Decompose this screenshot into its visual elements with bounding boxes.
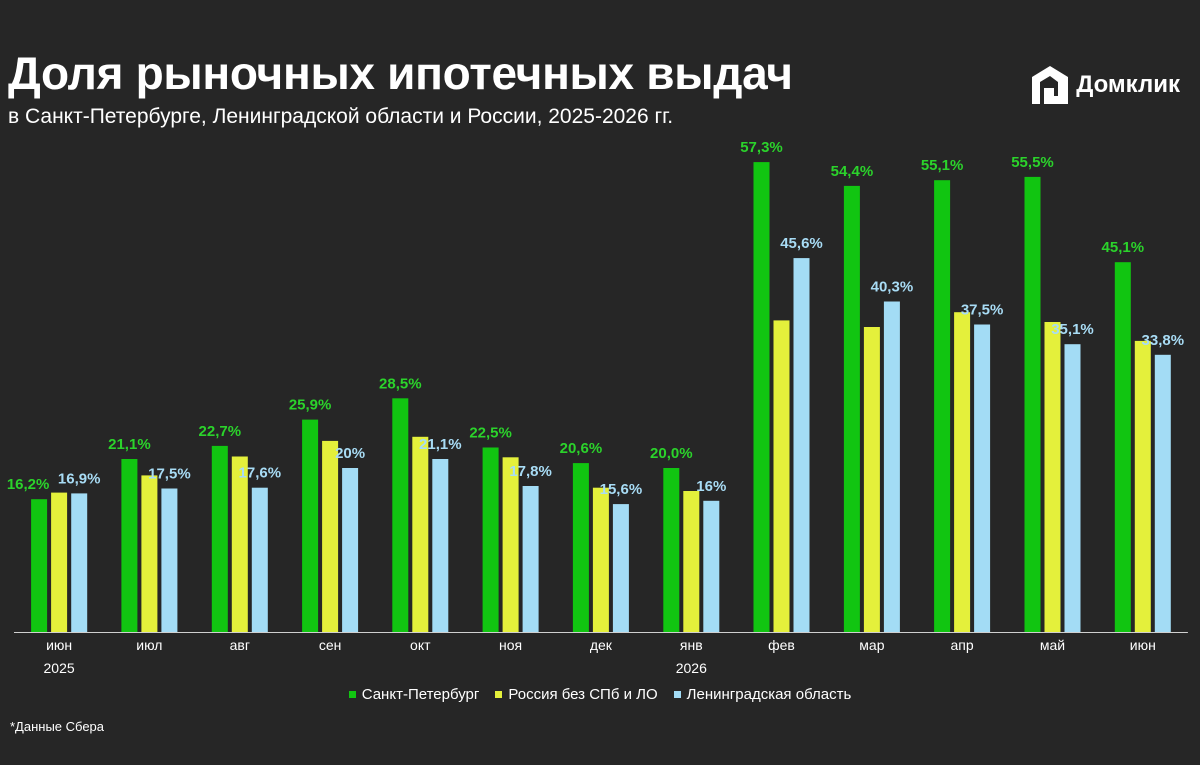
bar-lo-9 bbox=[883, 301, 900, 632]
bar-russia-1 bbox=[141, 475, 158, 632]
bar-spb-6 bbox=[572, 463, 589, 632]
x-tick-label-9: мар bbox=[859, 637, 884, 653]
bar-russia-7 bbox=[683, 491, 700, 632]
bar-lo-1 bbox=[161, 488, 178, 632]
bar-spb-3 bbox=[302, 419, 319, 632]
bar-russia-9 bbox=[863, 327, 880, 632]
data-label-spb-8: 57,3% bbox=[740, 139, 783, 156]
x-tick-label-6: дек bbox=[590, 637, 613, 653]
x-tick-label-7: янв bbox=[680, 637, 703, 653]
bar-russia-4 bbox=[412, 436, 429, 632]
data-label-lo-2: 17,6% bbox=[239, 465, 282, 482]
data-label-spb-12: 45,1% bbox=[1102, 239, 1145, 256]
x-tick-label-8: фев bbox=[768, 637, 795, 653]
x-tick-label-3: сен bbox=[319, 637, 342, 653]
bar-lo-10 bbox=[974, 324, 991, 632]
data-label-spb-10: 55,1% bbox=[921, 157, 964, 174]
legend-label-lo: Ленинградская область bbox=[686, 686, 852, 703]
bar-spb-7 bbox=[663, 468, 680, 632]
bar-lo-8 bbox=[793, 258, 810, 632]
bar-lo-4 bbox=[432, 459, 449, 632]
data-label-lo-7: 16% bbox=[696, 478, 726, 495]
data-label-spb-0: 16,2% bbox=[7, 476, 50, 493]
data-label-lo-11: 35,1% bbox=[1051, 321, 1094, 338]
bar-russia-8 bbox=[773, 320, 790, 632]
data-label-spb-3: 25,9% bbox=[289, 397, 332, 414]
data-label-lo-5: 17,8% bbox=[509, 463, 552, 480]
bar-russia-2 bbox=[231, 456, 248, 632]
legend-item-russia: Россия без СПб и ЛО bbox=[495, 686, 658, 703]
data-label-lo-1: 17,5% bbox=[148, 466, 191, 483]
bar-spb-11 bbox=[1024, 176, 1041, 632]
bar-spb-4 bbox=[392, 398, 409, 632]
data-label-lo-8: 45,6% bbox=[780, 235, 823, 252]
chart-legend: Санкт-Петербург Россия без СПб и ЛО Лени… bbox=[0, 686, 1200, 703]
data-label-spb-11: 55,5% bbox=[1011, 154, 1054, 171]
data-label-lo-3: 20% bbox=[335, 445, 365, 462]
bar-lo-0 bbox=[71, 493, 88, 632]
bar-russia-5 bbox=[502, 457, 519, 632]
bar-spb-5 bbox=[482, 447, 499, 632]
brand-logo: Домклик bbox=[1030, 64, 1180, 106]
bar-lo-5 bbox=[522, 486, 539, 632]
bar-spb-1 bbox=[121, 459, 138, 632]
x-tick-label-0: июн bbox=[46, 637, 72, 653]
bar-chart: 16,2% 16,9% июн 21,1% 17,5% июл 22,7% 17,6% авг 2… bbox=[7, 139, 1188, 676]
legend-swatch-lo bbox=[673, 691, 681, 698]
x-tick-label-10: апр bbox=[951, 637, 974, 653]
data-label-lo-4: 21,1% bbox=[419, 436, 462, 453]
data-label-lo-10: 37,5% bbox=[961, 302, 1004, 319]
page-subtitle: в Санкт-Петербурге, Ленинградской област… bbox=[8, 105, 674, 128]
data-label-lo-6: 15,6% bbox=[600, 481, 643, 498]
bar-spb-12 bbox=[1114, 262, 1131, 632]
bar-lo-3 bbox=[342, 468, 359, 632]
legend-swatch-spb bbox=[348, 691, 356, 698]
bar-russia-12 bbox=[1134, 340, 1151, 632]
x-tick-label-5: ноя bbox=[499, 637, 522, 653]
year-label-0: 2025 bbox=[44, 660, 75, 676]
x-tick-label-4: окт bbox=[410, 637, 431, 653]
bar-spb-9 bbox=[843, 185, 860, 632]
bar-spb-8 bbox=[753, 162, 770, 632]
bar-lo-11 bbox=[1064, 344, 1081, 632]
x-tick-label-12: июн bbox=[1130, 637, 1156, 653]
legend-label-spb: Санкт-Петербург bbox=[361, 686, 480, 703]
bar-russia-11 bbox=[1044, 322, 1061, 632]
data-label-lo-0: 16,9% bbox=[58, 470, 101, 487]
x-tick-label-1: июл bbox=[136, 637, 162, 653]
bar-russia-6 bbox=[592, 487, 609, 632]
x-tick-label-2: авг bbox=[230, 637, 250, 653]
bar-spb-2 bbox=[211, 445, 228, 632]
data-label-spb-1: 21,1% bbox=[108, 436, 151, 453]
data-label-spb-6: 20,6% bbox=[560, 440, 603, 457]
x-tick-label-11: май bbox=[1040, 637, 1065, 653]
brand-name: Домклик bbox=[1076, 71, 1180, 98]
bar-lo-7 bbox=[703, 500, 720, 632]
bar-russia-3 bbox=[322, 440, 339, 632]
data-label-spb-5: 22,5% bbox=[469, 425, 512, 442]
year-label-1: 2026 bbox=[676, 660, 707, 676]
footnote: *Данные Сбера bbox=[10, 719, 105, 734]
data-label-lo-9: 40,3% bbox=[871, 279, 914, 296]
bar-spb-10 bbox=[934, 180, 951, 632]
legend-item-lo: Ленинградская область bbox=[673, 686, 852, 703]
data-label-spb-2: 22,7% bbox=[199, 423, 242, 440]
data-label-lo-12: 33,8% bbox=[1142, 332, 1185, 349]
bar-spb-0 bbox=[31, 499, 48, 632]
bar-lo-12 bbox=[1154, 354, 1171, 632]
page-title: Доля рыночных ипотечных выдач bbox=[8, 47, 793, 99]
bar-lo-2 bbox=[251, 487, 268, 632]
data-label-spb-9: 54,4% bbox=[831, 163, 874, 180]
bar-lo-6 bbox=[612, 504, 629, 632]
data-label-spb-7: 20,0% bbox=[650, 445, 693, 462]
domclick-house-logo-icon bbox=[1032, 66, 1069, 104]
bar-russia-10 bbox=[954, 312, 971, 632]
legend-item-spb: Санкт-Петербург bbox=[348, 686, 480, 703]
data-label-spb-4: 28,5% bbox=[379, 375, 422, 392]
legend-label-russia: Россия без СПб и ЛО bbox=[508, 686, 658, 703]
bar-russia-0 bbox=[51, 492, 68, 632]
legend-swatch-russia bbox=[495, 691, 503, 698]
